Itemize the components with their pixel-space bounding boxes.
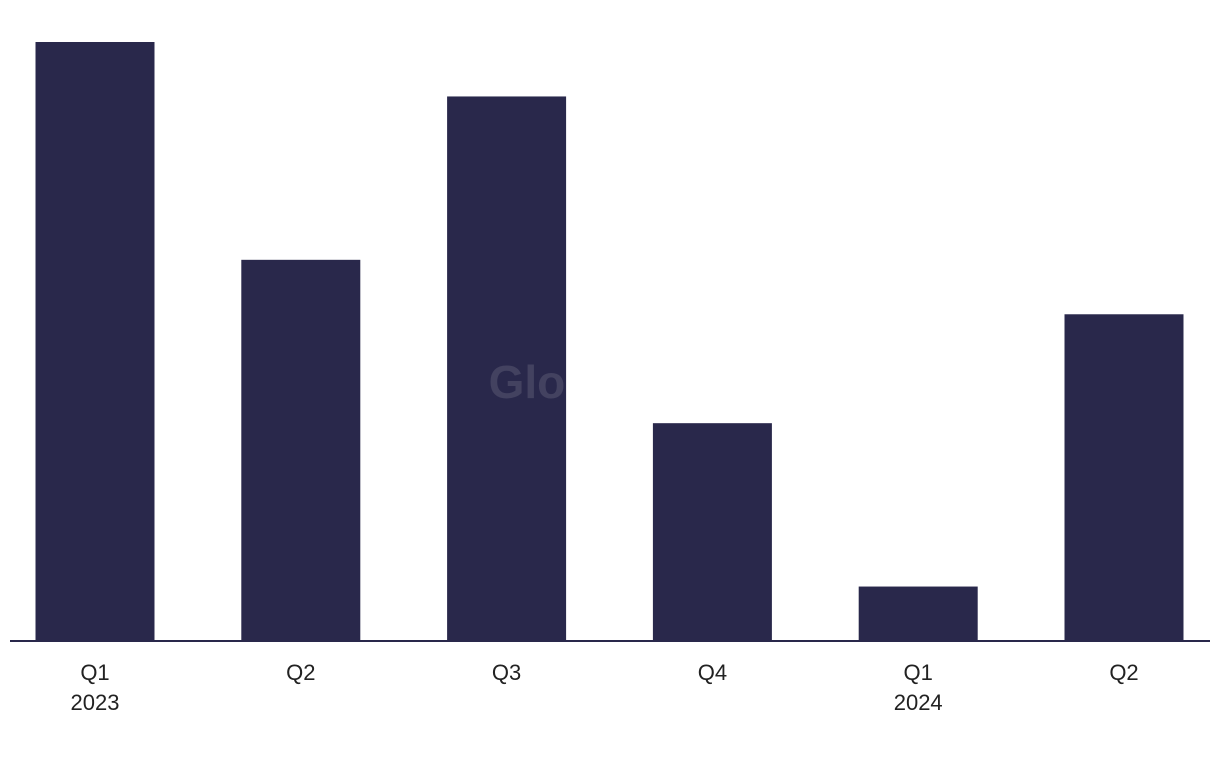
x-year-label: 2024 — [894, 690, 943, 715]
x-tick-label: Q3 — [492, 660, 521, 685]
x-tick-label: Q1 — [904, 660, 933, 685]
bar — [1064, 314, 1184, 641]
x-tick-label: Q1 — [80, 660, 109, 685]
watermark: GlobalData — [489, 356, 732, 408]
bar — [858, 586, 978, 641]
bar — [447, 96, 567, 642]
x-tick-label: Q2 — [286, 660, 315, 685]
x-tick-label: Q2 — [1109, 660, 1138, 685]
x-tick-label: Q4 — [698, 660, 727, 685]
bar — [241, 259, 361, 641]
bar — [652, 423, 772, 641]
bar — [35, 42, 155, 641]
x-year-label: 2023 — [71, 690, 120, 715]
